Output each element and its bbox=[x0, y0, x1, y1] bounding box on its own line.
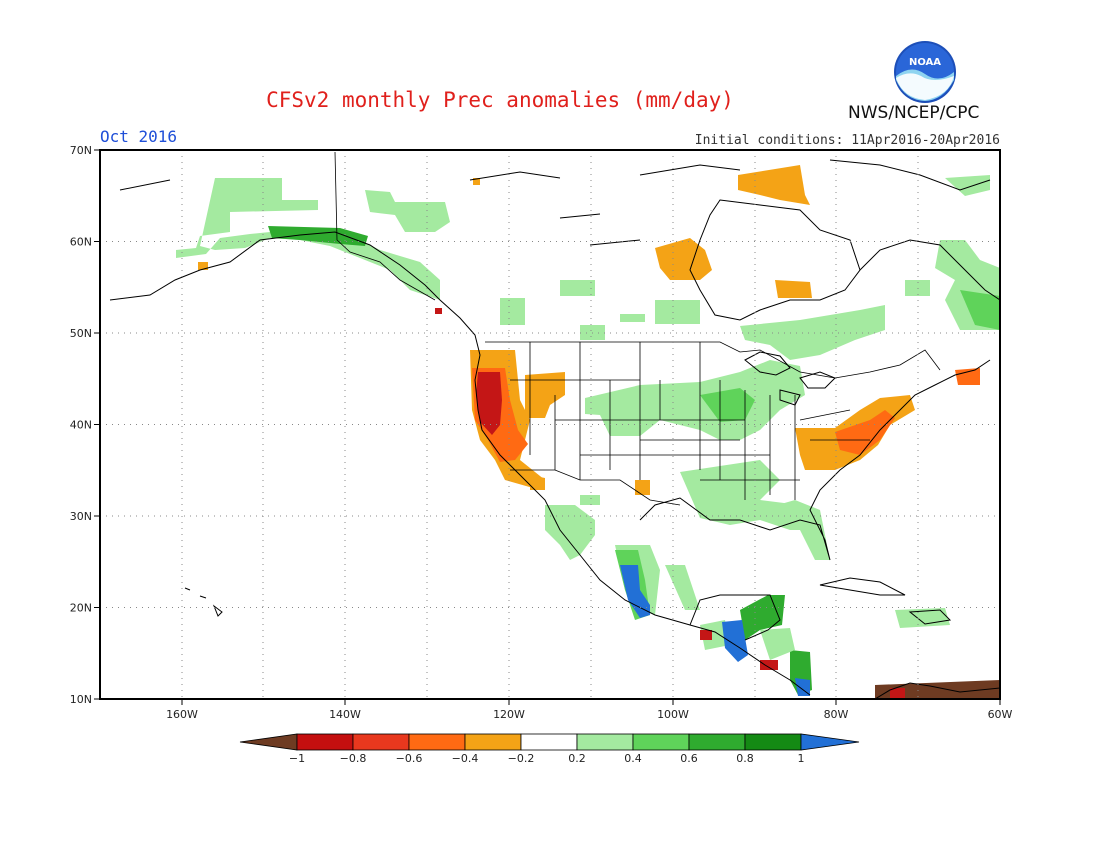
colorbar-label: 0.4 bbox=[624, 752, 642, 765]
caribbean-wet bbox=[895, 608, 950, 628]
lat-label: 30N bbox=[70, 510, 92, 523]
us-canada-border bbox=[485, 341, 941, 379]
colorbar-label: 1 bbox=[798, 752, 805, 765]
border-layer bbox=[334, 151, 941, 506]
colorbar-min-arrow bbox=[239, 733, 298, 751]
gridlines bbox=[100, 150, 1000, 699]
central-america-wet-region bbox=[740, 595, 812, 695]
lat-label: 40N bbox=[70, 419, 92, 432]
colorbar: −1 −0.8 −0.6 −0.4 −0.2 0.2 0.4 0.6 0.8 1 bbox=[239, 733, 860, 765]
colorbar-label: −0.8 bbox=[340, 752, 367, 765]
mid-atlantic-dry-orange bbox=[835, 368, 980, 455]
colorbar-swatch bbox=[464, 733, 522, 751]
colorbar-label: 0.2 bbox=[568, 752, 586, 765]
labrador-coastline bbox=[859, 239, 1000, 301]
lat-label: 20N bbox=[70, 602, 92, 615]
colorbar-label: −0.6 bbox=[396, 752, 423, 765]
colorbar-swatch bbox=[576, 733, 634, 751]
coastline-layer bbox=[109, 159, 1000, 699]
colorbar-swatch bbox=[744, 733, 802, 751]
colorbar-label: 0.8 bbox=[736, 752, 754, 765]
colorbar-swatch bbox=[296, 733, 354, 751]
lon-labels: 160W 140W 120W 100W 80W 60W bbox=[166, 708, 1012, 721]
noaa-logo-icon: NOAA bbox=[894, 41, 956, 103]
gulf-coastline bbox=[639, 359, 991, 561]
guatemala-very-wet bbox=[722, 620, 810, 696]
great-basin-dry bbox=[525, 372, 650, 495]
mexico-very-wet bbox=[620, 565, 650, 618]
labrador-wet-region bbox=[905, 175, 1000, 330]
lon-label: 60W bbox=[988, 708, 1013, 721]
colorbar-swatch bbox=[408, 733, 466, 751]
lat-labels: 70N 60N 50N 40N 30N 20N 10N bbox=[70, 144, 92, 706]
colorbar-swatch bbox=[688, 733, 746, 751]
yucatan-coastline bbox=[689, 594, 781, 641]
lon-label: 100W bbox=[657, 708, 689, 721]
lat-label: 50N bbox=[70, 327, 92, 340]
initial-conditions: Initial conditions: 11Apr2016-20Apr2016 bbox=[694, 133, 1000, 148]
forecast-period: Oct 2016 bbox=[100, 127, 178, 146]
agency-label: NWS/NCEP/CPC bbox=[848, 103, 980, 123]
anomaly-layer bbox=[176, 165, 1000, 699]
colorbar-swatch bbox=[352, 733, 410, 751]
lon-label: 160W bbox=[166, 708, 198, 721]
colorbar-swatch bbox=[632, 733, 690, 751]
hudson-bay-coastline bbox=[689, 199, 861, 321]
lat-label: 60N bbox=[70, 236, 92, 249]
us-mexico-border bbox=[510, 469, 681, 506]
hudson-bay-dry bbox=[655, 165, 812, 298]
lon-label: 120W bbox=[493, 708, 525, 721]
yukon-wet-region bbox=[365, 190, 450, 232]
canada-interior-wet bbox=[500, 280, 700, 340]
colorbar-label: −0.2 bbox=[508, 752, 535, 765]
arctic-islands bbox=[119, 159, 991, 246]
colorbar-swatch bbox=[520, 733, 578, 751]
colorbar-max-arrow bbox=[800, 733, 860, 751]
honduras-dry bbox=[700, 630, 778, 670]
quebec-wet-region bbox=[740, 305, 885, 360]
lon-label: 140W bbox=[329, 708, 361, 721]
lat-label: 70N bbox=[70, 144, 92, 157]
west-coast-dry-core bbox=[476, 372, 502, 435]
midwest-wet-core bbox=[700, 388, 755, 422]
map-title: CFSv2 monthly Prec anomalies (mm/day) bbox=[266, 88, 734, 112]
logo-text: NOAA bbox=[909, 57, 941, 68]
lat-label: 10N bbox=[70, 693, 92, 706]
colorbar-label: 0.6 bbox=[680, 752, 698, 765]
axis-ticks bbox=[94, 149, 1001, 705]
colorbar-label: −0.4 bbox=[452, 752, 479, 765]
colorbar-label: −1 bbox=[289, 752, 305, 765]
hawaii-islands bbox=[184, 587, 223, 617]
state-borders bbox=[510, 342, 870, 500]
south-us-wet-region bbox=[580, 460, 830, 560]
labrador-wet-dark bbox=[960, 290, 1000, 330]
north-america-coastline bbox=[109, 231, 811, 696]
alaska-coast-wet bbox=[268, 226, 368, 246]
south-america-coastline bbox=[874, 682, 1000, 699]
cuba-coastline bbox=[819, 577, 952, 625]
lon-label: 80W bbox=[824, 708, 849, 721]
alaska-canada-border bbox=[334, 151, 436, 301]
